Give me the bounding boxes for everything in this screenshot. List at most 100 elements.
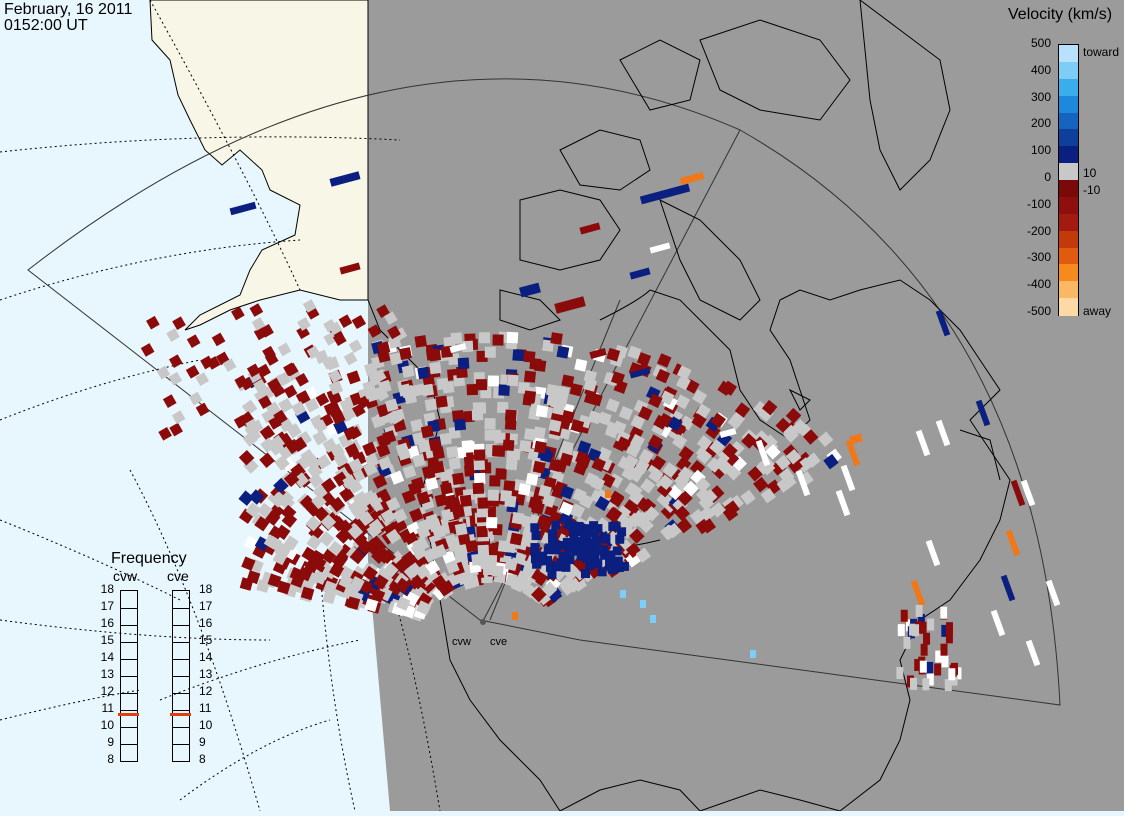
echo-cell xyxy=(473,449,486,461)
echo-cell xyxy=(511,511,525,525)
echo-cell xyxy=(406,521,422,537)
echo-cell xyxy=(573,461,588,476)
echo-cell xyxy=(472,482,485,495)
echo-cell xyxy=(613,556,623,566)
echo-cell xyxy=(525,472,539,486)
frequency-title: Frequency xyxy=(111,550,187,567)
echo-cell xyxy=(625,552,641,568)
color-bar-segment xyxy=(1059,61,1078,80)
echo-cell xyxy=(630,414,646,430)
positive-ten-label: 10 xyxy=(1083,166,1097,180)
echo-cell xyxy=(493,445,506,457)
color-bar-segment xyxy=(1059,112,1078,130)
frequency-scale-label: 16 xyxy=(100,616,114,630)
echo-cell xyxy=(528,496,542,510)
echo-cell xyxy=(491,565,504,578)
echo-cell xyxy=(717,380,733,396)
echo-cell xyxy=(585,560,595,570)
echo-cell xyxy=(975,399,991,427)
echo-cell xyxy=(604,424,620,439)
echo-cell xyxy=(634,458,650,475)
echo-cell xyxy=(424,398,438,412)
echo-cell xyxy=(318,531,335,547)
echo-cell xyxy=(667,416,683,432)
echo-cell xyxy=(277,580,291,595)
echo-cell xyxy=(327,540,344,557)
echo-cell xyxy=(569,533,579,543)
echo-cell xyxy=(377,456,393,471)
echo-cell xyxy=(677,490,693,507)
echo-cell xyxy=(702,488,718,505)
echo-cell xyxy=(274,455,290,471)
echo-cell xyxy=(416,600,431,616)
gauge-division xyxy=(173,693,189,694)
echo-cell xyxy=(547,569,557,579)
echo-cell xyxy=(695,518,711,535)
echo-cell xyxy=(429,361,442,375)
frequency-scale-label: 12 xyxy=(199,684,213,698)
echo-cell xyxy=(364,362,378,376)
echo-cell xyxy=(600,473,616,489)
echo-cell xyxy=(402,464,417,479)
echo-cell xyxy=(253,378,267,393)
color-bar-segment xyxy=(1059,230,1078,248)
echo-cell xyxy=(940,606,948,619)
echo-cell xyxy=(412,453,426,468)
gauge-division xyxy=(173,710,189,711)
echo-cell xyxy=(351,315,366,329)
echo-cell xyxy=(570,419,585,433)
echo-cell xyxy=(349,548,366,565)
echo-cell xyxy=(306,534,322,551)
echo-cell xyxy=(512,612,518,620)
frequency-scale-label: 10 xyxy=(100,718,114,732)
echo-cell xyxy=(676,365,692,380)
echo-cell xyxy=(417,366,430,380)
echo-cell xyxy=(504,409,517,422)
echo-cell xyxy=(505,573,519,588)
echo-cell xyxy=(561,562,571,572)
color-bar-segment xyxy=(1059,45,1078,63)
echo-cell xyxy=(550,332,563,345)
echo-cell xyxy=(348,458,364,474)
frequency-scale-label: 16 xyxy=(199,616,213,630)
echo-cell xyxy=(910,579,926,607)
echo-cell xyxy=(792,418,808,435)
echo-cell xyxy=(548,419,562,433)
echo-cell xyxy=(377,341,391,355)
echo-cell xyxy=(523,370,537,383)
echo-cell xyxy=(361,489,378,505)
echo-cell xyxy=(259,425,276,441)
echo-cell xyxy=(267,573,282,588)
echo-cell xyxy=(302,299,317,313)
velocity-tick: 400 xyxy=(1030,62,1051,77)
echo-cell xyxy=(364,453,380,468)
echo-cell xyxy=(582,533,592,543)
echo-cell xyxy=(679,172,705,185)
echo-cell xyxy=(785,407,802,424)
echo-cell xyxy=(156,365,171,380)
echo-cell xyxy=(322,438,338,454)
gauge-division xyxy=(173,744,189,745)
echo-cell xyxy=(910,677,918,690)
echo-cell xyxy=(776,477,792,493)
echo-cell xyxy=(262,345,276,360)
gauge-division xyxy=(121,710,137,711)
echo-cell xyxy=(498,384,510,396)
echo-cell xyxy=(315,392,330,407)
echo-cell xyxy=(750,650,756,658)
velocity-tick: 200 xyxy=(1030,116,1051,131)
echo-cell xyxy=(301,546,317,562)
echo-cell xyxy=(456,366,468,379)
gauge-division xyxy=(121,727,137,728)
echo-cell xyxy=(308,472,324,489)
echo-cell xyxy=(565,543,575,553)
echo-cell xyxy=(389,470,405,485)
echo-cell xyxy=(583,378,597,392)
frequency-scale-label: 8 xyxy=(199,752,206,766)
echo-cell xyxy=(576,551,586,561)
velocity-tick: 500 xyxy=(1030,36,1051,50)
echo-cell xyxy=(349,576,365,591)
echo-cell xyxy=(222,358,237,372)
echo-cell xyxy=(672,434,688,450)
echo-cell xyxy=(333,452,349,468)
